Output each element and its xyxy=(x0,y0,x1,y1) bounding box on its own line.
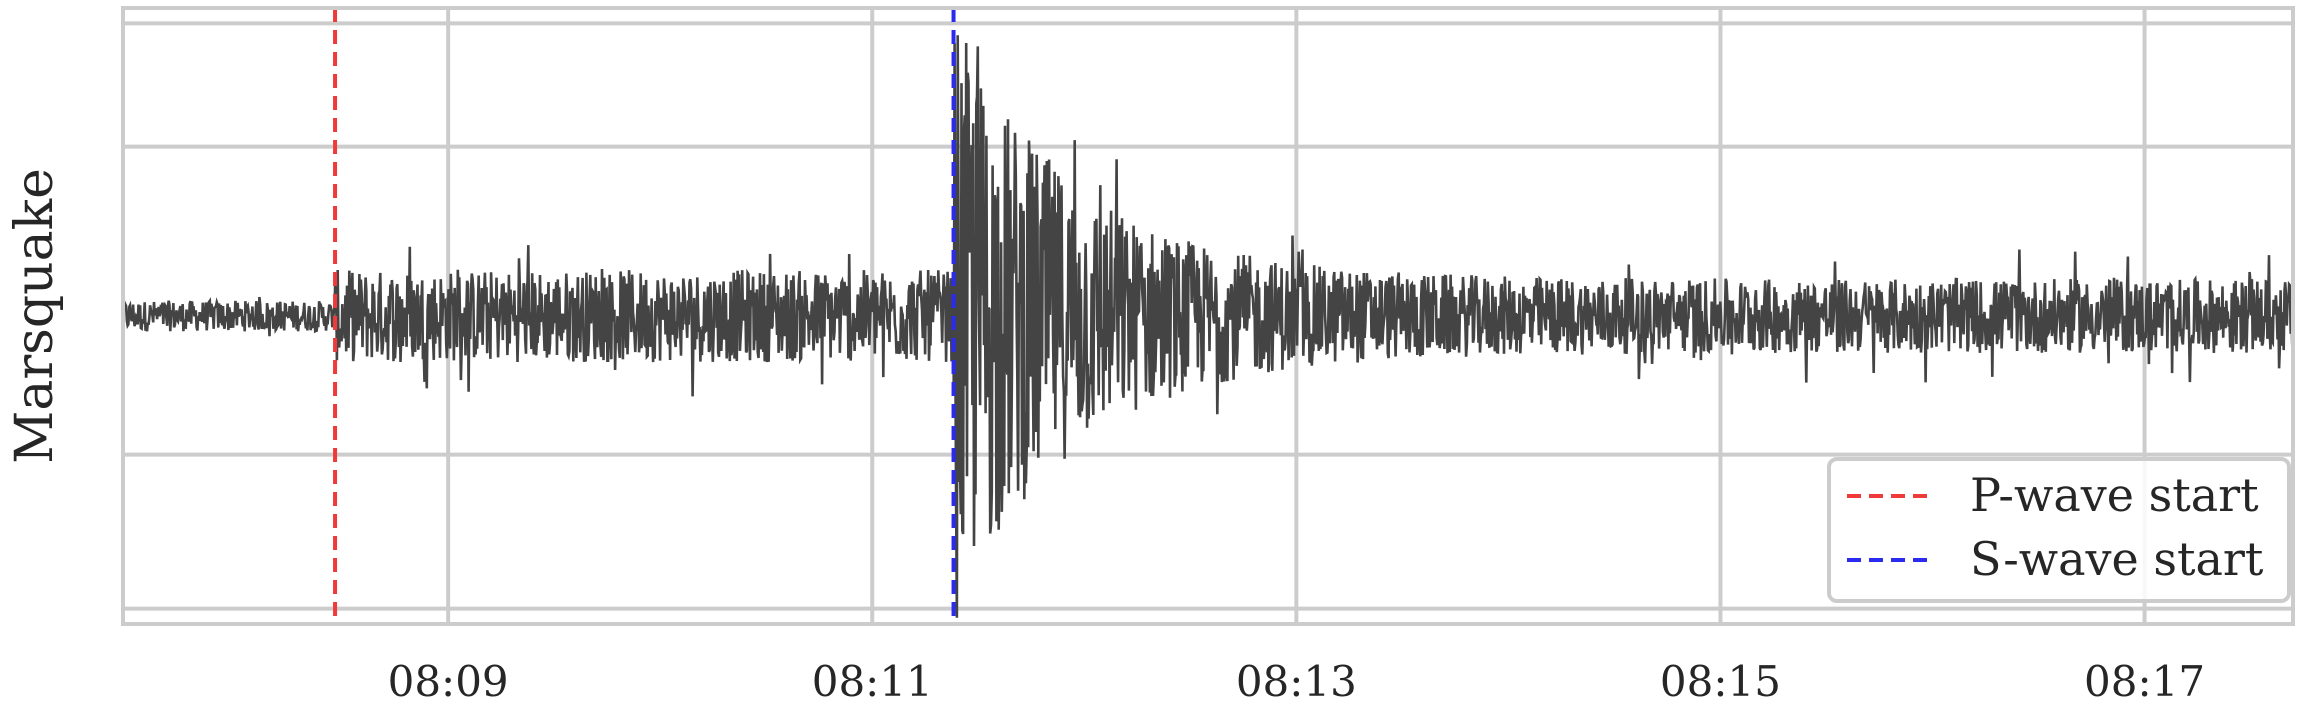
waveform-layer xyxy=(121,35,2295,618)
x-tick-label: 08:11 xyxy=(812,657,933,706)
legend: P-wave start S-wave start xyxy=(1827,457,2291,603)
x-tick-label: 08:17 xyxy=(2084,657,2205,706)
grid xyxy=(123,8,2293,624)
legend-label: S-wave start xyxy=(1970,532,2264,586)
y-axis-label: Marsquake xyxy=(5,168,65,464)
x-tick-labels: 08:09 08:11 08:13 08:15 08:17 xyxy=(388,657,2205,706)
x-tick-label: 08:13 xyxy=(1236,657,1357,706)
markers-layer xyxy=(333,8,956,624)
x-tick-label: 08:15 xyxy=(1660,657,1781,706)
legend-label: P-wave start xyxy=(1970,468,2259,522)
x-tick-label: 08:09 xyxy=(388,657,509,706)
seismic-waveform-line xyxy=(121,35,2295,618)
plot-frame xyxy=(121,6,2295,626)
legend-box xyxy=(1827,457,2291,603)
